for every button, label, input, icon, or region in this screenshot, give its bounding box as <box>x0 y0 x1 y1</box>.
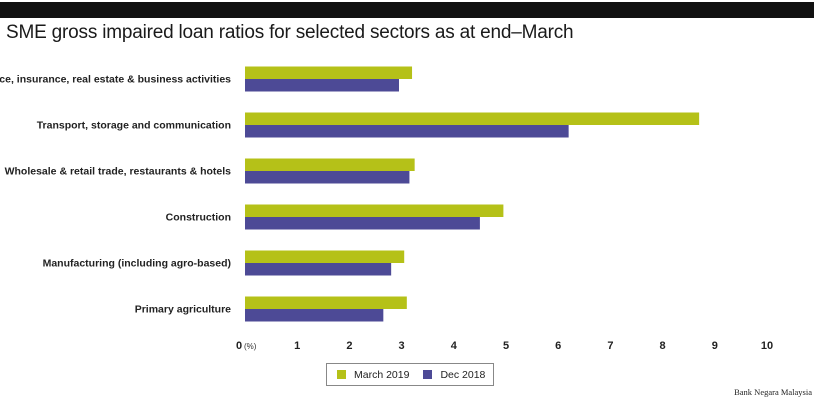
legend-label-dec-2018: Dec 2018 <box>440 368 486 381</box>
bar-dec-2018 <box>245 79 399 92</box>
legend: March 2019 Dec 2018 <box>326 363 494 386</box>
bar-march-2019 <box>245 112 700 125</box>
bar-dec-2018 <box>245 217 480 230</box>
bar-dec-2018 <box>245 171 410 184</box>
bar-dec-2018 <box>245 125 569 138</box>
x-tick-label: 2 <box>346 340 352 352</box>
category-label: Wholesale & retail trade, restaurants & … <box>5 166 232 178</box>
legend-label-march-2019: March 2019 <box>354 368 410 381</box>
bar-march-2019 <box>245 158 415 171</box>
header-bar <box>0 2 814 18</box>
category-label: Construction <box>166 212 231 224</box>
x-tick-label: 0 <box>236 340 242 352</box>
bar-march-2019 <box>245 296 407 309</box>
x-tick-label: 5 <box>503 340 509 352</box>
bar-dec-2018 <box>245 309 384 322</box>
x-tick-label: 3 <box>399 340 405 352</box>
legend-swatch-dec-2018 <box>423 370 433 379</box>
x-tick-label: 7 <box>607 340 613 352</box>
legend-item-march-2019: March 2019 <box>337 369 409 381</box>
legend-swatch-march-2019 <box>337 370 346 379</box>
bar-march-2019 <box>245 250 405 263</box>
bar-dec-2018 <box>245 263 392 276</box>
x-unit-label: (%) <box>244 342 257 351</box>
bar-march-2019 <box>245 204 504 217</box>
x-tick-label: 4 <box>451 340 458 352</box>
x-tick-label: 10 <box>761 340 773 352</box>
x-tick-label: 9 <box>712 340 718 352</box>
category-label: Finance, insurance, real estate & busine… <box>0 74 231 86</box>
category-label: Primary agriculture <box>135 304 231 316</box>
x-tick-label: 1 <box>294 340 300 352</box>
category-label: Manufacturing (including agro-based) <box>43 258 231 270</box>
bar-march-2019 <box>245 66 413 79</box>
x-tick-label: 6 <box>555 340 561 352</box>
x-tick-label: 8 <box>660 340 666 352</box>
plot-area: Finance, insurance, real estate & busine… <box>0 66 773 352</box>
chart-title: SME gross impaired loan ratios for selec… <box>6 22 574 43</box>
legend-item-dec-2018: Dec 2018 <box>423 369 485 381</box>
category-label: Transport, storage and communication <box>37 120 231 132</box>
source-note: Bank Negara Malaysia <box>734 387 812 397</box>
